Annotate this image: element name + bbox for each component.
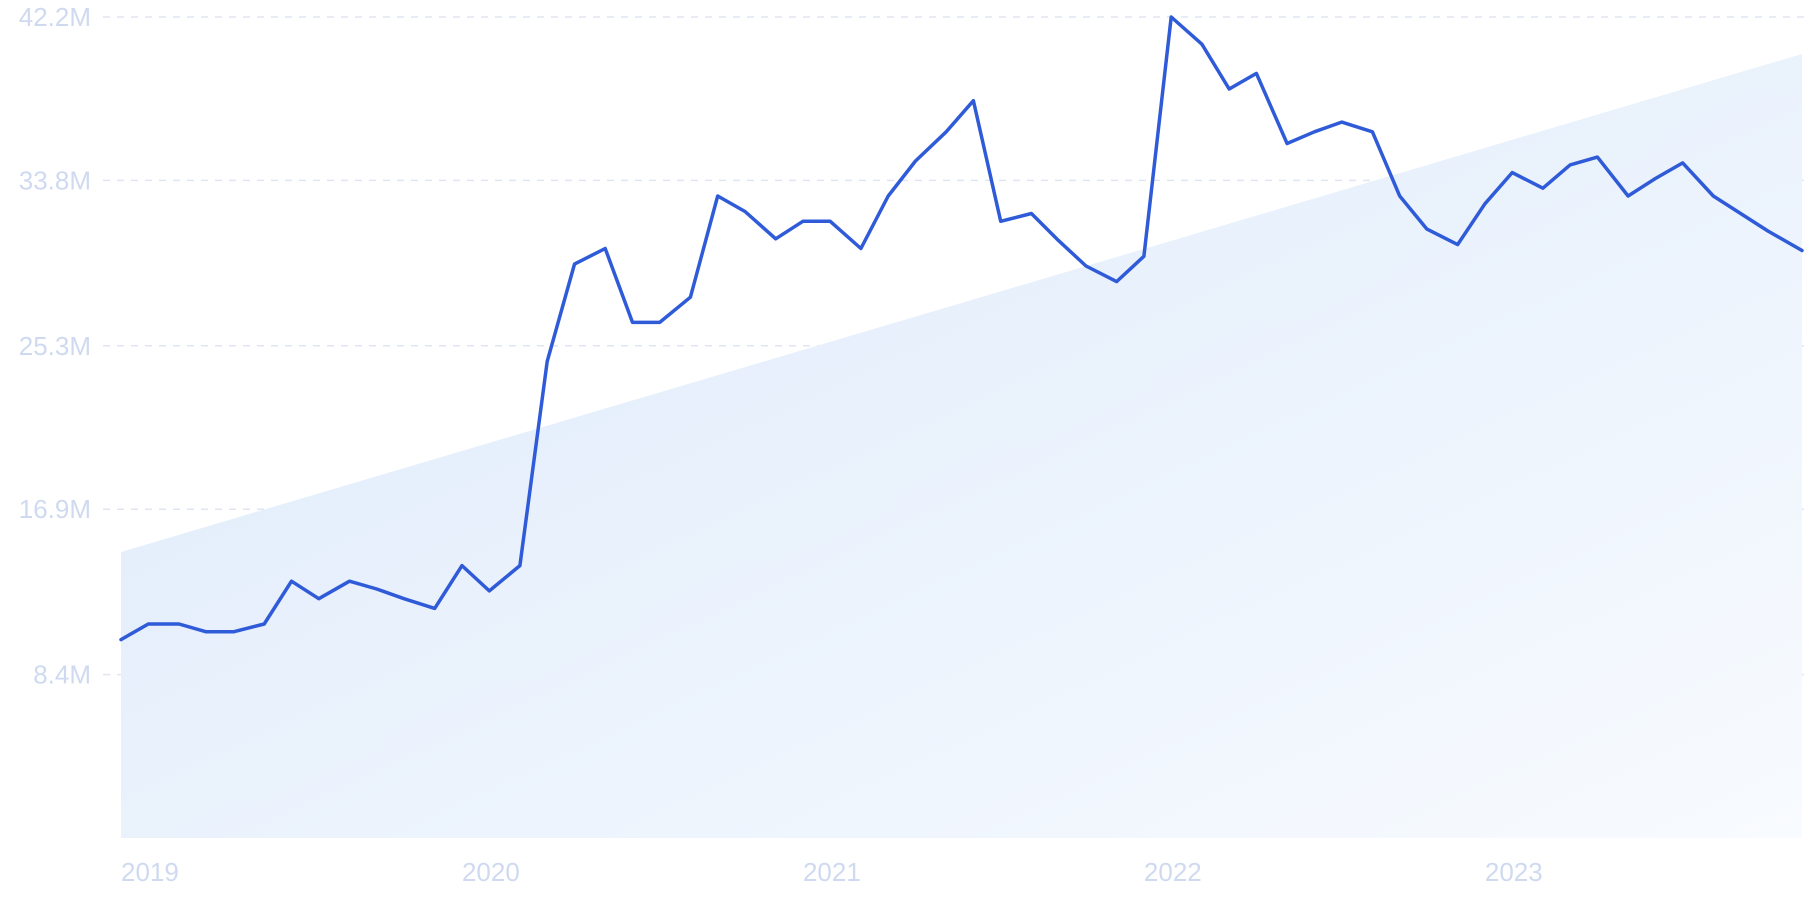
- x-tick-label: 2023: [1485, 857, 1543, 887]
- x-tick-label: 2019: [121, 857, 179, 887]
- series-line-0: [119, 15, 1804, 642]
- y-tick-label: 33.8M: [19, 165, 91, 195]
- y-tick-label: 42.2M: [19, 2, 91, 32]
- x-tick-label: 2020: [462, 857, 520, 887]
- trend-layer: [121, 53, 1802, 838]
- x-axis: 2019 2020 2021 2022 2023: [121, 857, 1543, 887]
- trend-area: [121, 53, 1802, 838]
- y-tick-label: 16.9M: [19, 494, 91, 524]
- x-tick-label: 2021: [803, 857, 861, 887]
- y-axis: 8.4M 16.9M 25.3M 33.8M 42.2M: [19, 2, 91, 690]
- x-tick-label: 2022: [1144, 857, 1202, 887]
- y-tick-label: 25.3M: [19, 331, 91, 361]
- y-tick-label: 8.4M: [33, 660, 91, 690]
- series-layer: [119, 15, 1804, 642]
